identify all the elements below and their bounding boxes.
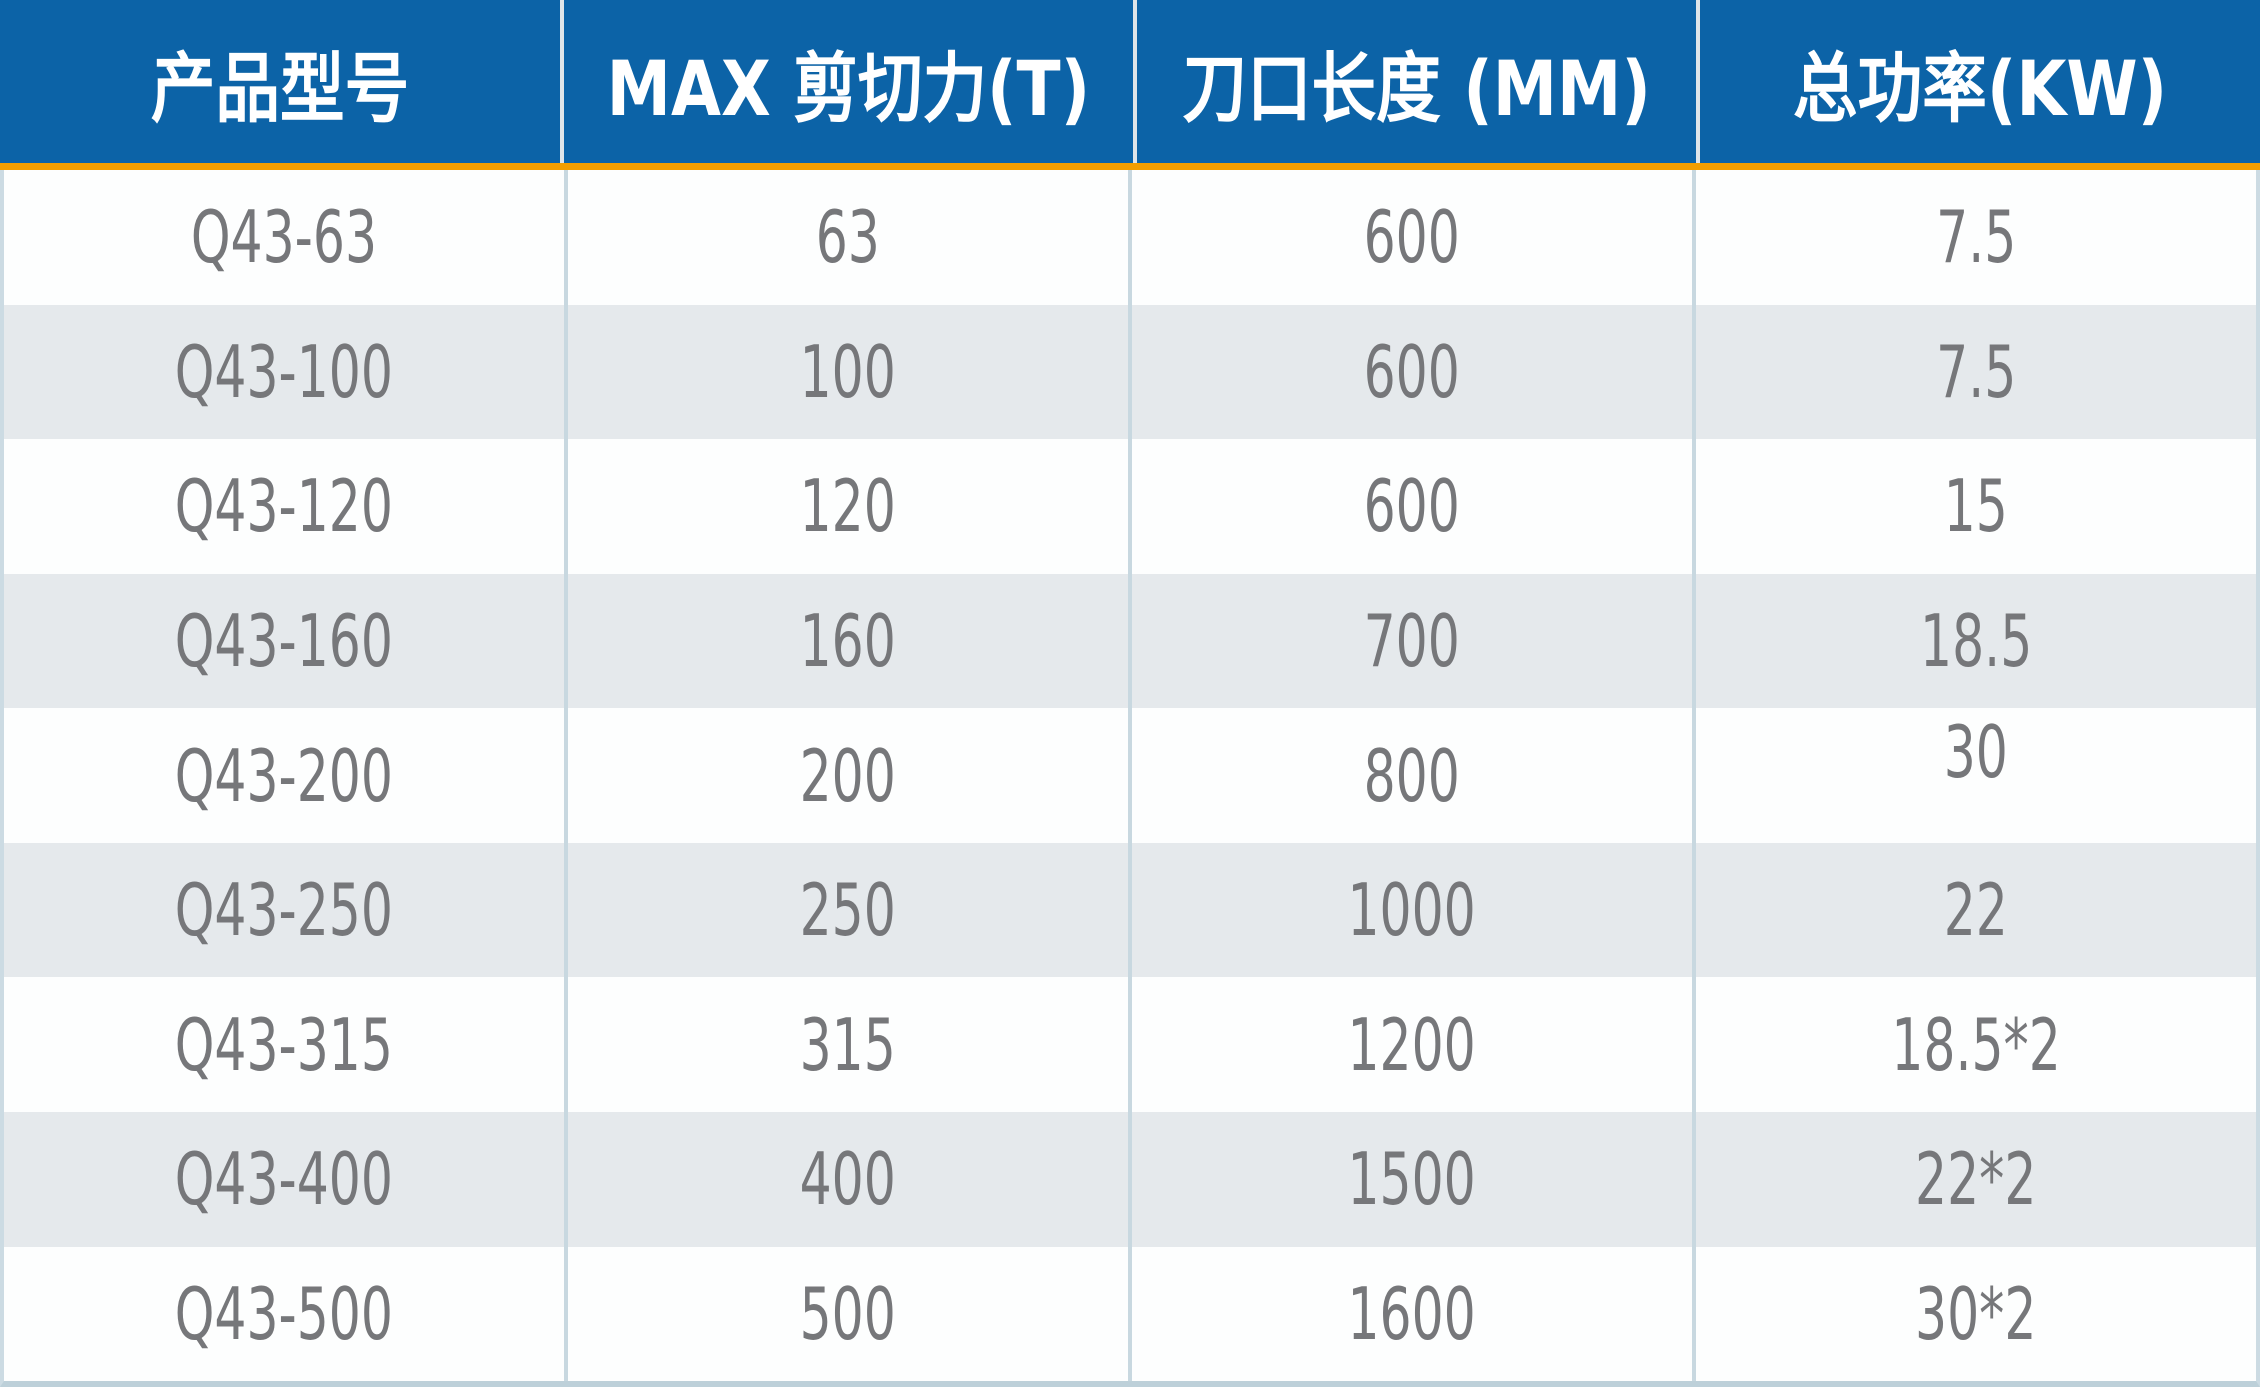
cell-model: Q43-120 bbox=[4, 439, 568, 574]
column-header-blade-length: 刀口长度 (MM) bbox=[1137, 0, 1701, 163]
cell-text: Q43-63 bbox=[190, 195, 378, 280]
cell-blade-length: 600 bbox=[1132, 170, 1696, 305]
cell-blade-length: 800 bbox=[1132, 708, 1696, 843]
cell-blade-length: 600 bbox=[1132, 304, 1696, 440]
cell-total-power: 18.5 bbox=[1696, 574, 2256, 709]
cell-shear-force: 250 bbox=[568, 842, 1132, 978]
cell-model: Q43-500 bbox=[4, 1246, 568, 1382]
cell-text: 15 bbox=[1943, 464, 2009, 549]
column-header-model-label: 产品型号 bbox=[150, 43, 410, 133]
cell-text: 1600 bbox=[1347, 1271, 1477, 1356]
cell-text: 7.5 bbox=[1935, 195, 2017, 280]
column-header-model: 产品型号 bbox=[0, 0, 564, 163]
cell-total-power: 22*2 bbox=[1696, 1112, 2256, 1247]
cell-text: 250 bbox=[799, 868, 897, 953]
cell-blade-length: 700 bbox=[1132, 573, 1696, 709]
cell-text: 18.5*2 bbox=[1891, 1002, 2061, 1087]
cell-blade-length: 1600 bbox=[1132, 1246, 1696, 1382]
cell-blade-length: 600 bbox=[1132, 439, 1696, 574]
cell-shear-force: 120 bbox=[568, 439, 1132, 574]
cell-text: 700 bbox=[1363, 598, 1461, 683]
cell-shear-force: 500 bbox=[568, 1246, 1132, 1382]
cell-shear-force: 160 bbox=[568, 573, 1132, 709]
table-row: Q43-160 160 700 18.5 bbox=[4, 573, 2256, 709]
cell-text: 1500 bbox=[1347, 1137, 1477, 1222]
cell-text: 400 bbox=[799, 1137, 897, 1222]
table-row: Q43-400 400 1500 22*2 bbox=[4, 1111, 2256, 1247]
cell-model: Q43-63 bbox=[4, 170, 568, 305]
cell-model: Q43-200 bbox=[4, 708, 568, 843]
cell-total-power: 7.5 bbox=[1696, 170, 2256, 305]
table-row: Q43-200 200 800 30 bbox=[4, 708, 2256, 843]
table-body: Q43-63 63 600 7.5 Q43-100 100 600 7.5 Q4… bbox=[0, 170, 2260, 1387]
cell-text: Q43-160 bbox=[174, 598, 394, 683]
cell-blade-length: 1000 bbox=[1132, 842, 1696, 978]
cell-model: Q43-400 bbox=[4, 1111, 568, 1247]
column-header-blade-length-label: 刀口长度 (MM) bbox=[1182, 43, 1651, 133]
column-header-max-shear-force: MAX 剪切力(T) bbox=[564, 0, 1137, 163]
cell-model: Q43-100 bbox=[4, 304, 568, 440]
table-row: Q43-250 250 1000 22 bbox=[4, 842, 2256, 978]
cell-text: 500 bbox=[799, 1271, 897, 1356]
cell-text: 22*2 bbox=[1915, 1137, 2037, 1222]
cell-total-power: 7.5 bbox=[1696, 305, 2256, 440]
cell-total-power: 18.5*2 bbox=[1696, 977, 2256, 1112]
cell-text: 22 bbox=[1943, 868, 2009, 953]
cell-model: Q43-315 bbox=[4, 977, 568, 1112]
cell-total-power: 30*2 bbox=[1696, 1247, 2256, 1382]
cell-text: Q43-250 bbox=[174, 868, 394, 953]
cell-model: Q43-160 bbox=[4, 573, 568, 709]
cell-text: Q43-400 bbox=[174, 1137, 394, 1222]
cell-text: 18.5 bbox=[1919, 598, 2033, 683]
table-header-row: 产品型号 MAX 剪切力(T) 刀口长度 (MM) 总功率(KW) bbox=[0, 0, 2260, 163]
table-row: Q43-100 100 600 7.5 bbox=[4, 304, 2256, 440]
cell-text: 7.5 bbox=[1935, 329, 2017, 414]
cell-text: 30*2 bbox=[1915, 1271, 2037, 1356]
cell-total-power: 15 bbox=[1696, 439, 2256, 574]
table-row: Q43-315 315 1200 18.5*2 bbox=[4, 977, 2256, 1112]
cell-text: 63 bbox=[815, 195, 881, 280]
table-row: Q43-63 63 600 7.5 bbox=[4, 170, 2256, 305]
cell-text: 200 bbox=[799, 733, 897, 818]
cell-shear-force: 400 bbox=[568, 1111, 1132, 1247]
cell-text: 1200 bbox=[1347, 1002, 1477, 1087]
cell-total-power: 30 bbox=[1696, 708, 2256, 843]
cell-text: Q43-500 bbox=[174, 1271, 394, 1356]
cell-text: 30 bbox=[1943, 710, 2009, 795]
cell-text: 600 bbox=[1363, 464, 1461, 549]
cell-shear-force: 63 bbox=[568, 170, 1132, 305]
cell-text: Q43-315 bbox=[174, 1002, 394, 1087]
cell-blade-length: 1500 bbox=[1132, 1111, 1696, 1247]
cell-shear-force: 200 bbox=[568, 708, 1132, 843]
cell-total-power: 22 bbox=[1696, 843, 2256, 978]
cell-text: 600 bbox=[1363, 195, 1461, 280]
cell-text: Q43-100 bbox=[174, 329, 394, 414]
cell-blade-length: 1200 bbox=[1132, 977, 1696, 1112]
cell-model: Q43-250 bbox=[4, 842, 568, 978]
cell-text: 600 bbox=[1363, 329, 1461, 414]
cell-shear-force: 100 bbox=[568, 304, 1132, 440]
cell-text: 160 bbox=[799, 598, 897, 683]
column-header-max-shear-force-label: MAX 剪切力(T) bbox=[606, 43, 1090, 133]
cell-text: Q43-120 bbox=[174, 464, 394, 549]
table-row: Q43-120 120 600 15 bbox=[4, 439, 2256, 574]
cell-text: 800 bbox=[1363, 733, 1461, 818]
orange-divider-bar bbox=[0, 163, 2260, 170]
cell-text: 1000 bbox=[1347, 868, 1477, 953]
column-header-total-power: 总功率(KW) bbox=[1700, 0, 2260, 163]
column-header-total-power-label: 总功率(KW) bbox=[1793, 43, 2168, 133]
cell-text: 315 bbox=[799, 1002, 897, 1087]
cell-shear-force: 315 bbox=[568, 977, 1132, 1112]
cell-text: 120 bbox=[799, 464, 897, 549]
cell-text: Q43-200 bbox=[174, 733, 394, 818]
table-row: Q43-500 500 1600 30*2 bbox=[4, 1246, 2256, 1382]
cell-text: 100 bbox=[799, 329, 897, 414]
